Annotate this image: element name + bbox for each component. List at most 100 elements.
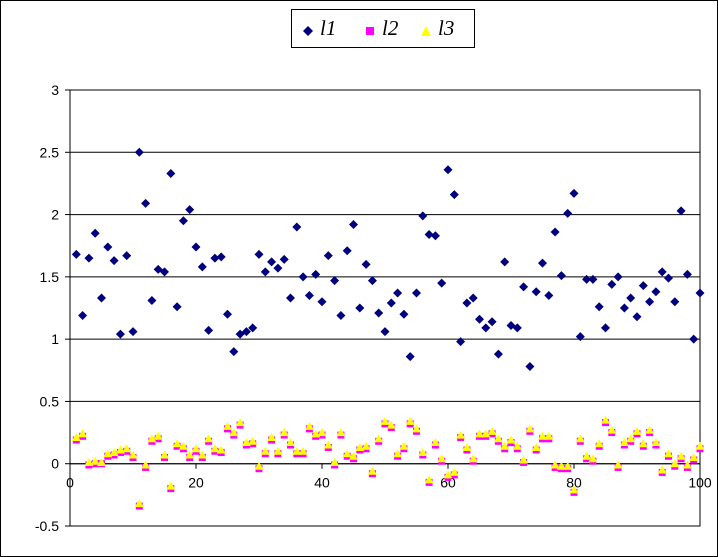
point-l1-17 <box>178 216 188 226</box>
point-l1-30 <box>260 267 270 277</box>
point-l1-93 <box>657 267 667 277</box>
point-l3-54 <box>412 424 421 433</box>
point-l1-39 <box>317 297 327 307</box>
point-l1-60 <box>449 190 459 200</box>
y-tick-label-5: 0.5 <box>40 393 60 409</box>
point-l3-87 <box>619 438 629 447</box>
point-l3-71 <box>519 455 529 464</box>
point-l1-63 <box>468 293 478 303</box>
point-l3-42 <box>336 428 346 437</box>
legend-label-l2: l2 <box>382 16 399 40</box>
point-l3-4 <box>97 457 106 466</box>
point-l1-88 <box>626 293 636 303</box>
point-l3-18 <box>185 450 195 459</box>
point-l1-20 <box>197 262 207 272</box>
point-l3-0 <box>71 433 81 442</box>
point-l1-91 <box>645 297 655 307</box>
point-l1-9 <box>128 327 138 337</box>
point-l3-33 <box>279 428 289 437</box>
point-l3-37 <box>304 421 314 430</box>
point-l1-73 <box>531 287 541 297</box>
point-l3-44 <box>349 451 358 460</box>
y-tick-label-2: 2 <box>51 207 59 223</box>
point-l3-97 <box>682 460 692 469</box>
point-l3-68 <box>500 441 510 450</box>
point-l3-35 <box>292 446 302 455</box>
point-l1-29 <box>254 249 264 259</box>
point-l3-90 <box>638 439 648 448</box>
point-l3-23 <box>216 445 226 454</box>
point-l1-97 <box>682 269 692 279</box>
point-l3-50 <box>386 420 396 429</box>
point-l1-15 <box>166 168 176 178</box>
point-l3-94 <box>664 449 673 458</box>
y-tick-label-0: 3 <box>51 82 59 98</box>
point-l1-70 <box>512 323 522 333</box>
point-l1-45 <box>355 303 365 313</box>
point-l3-8 <box>122 444 132 453</box>
point-l1-47 <box>367 276 377 286</box>
point-l1-18 <box>185 205 195 215</box>
point-l1-98 <box>689 334 699 344</box>
point-l3-62 <box>462 443 472 452</box>
point-l3-96 <box>676 451 686 460</box>
point-l3-83 <box>594 439 604 448</box>
point-l3-80 <box>575 434 585 443</box>
point-l1-11 <box>141 198 151 208</box>
point-l3-84 <box>601 415 610 424</box>
point-l1-80 <box>575 332 585 342</box>
legend: l1 l2 l3 <box>291 9 475 48</box>
point-l1-24 <box>223 309 232 319</box>
legend-label-l3: l3 <box>438 16 455 40</box>
point-l1-50 <box>386 298 396 308</box>
point-l3-61 <box>456 430 466 439</box>
point-l3-25 <box>229 428 239 437</box>
point-l1-72 <box>525 362 535 372</box>
point-l1-3 <box>90 228 100 238</box>
plot-area <box>69 89 701 527</box>
point-l1-5 <box>103 242 113 252</box>
x-tick-label-4: 80 <box>566 475 582 491</box>
point-l3-88 <box>626 434 636 443</box>
point-l1-2 <box>84 253 94 263</box>
point-l3-77 <box>556 461 566 470</box>
point-l3-70 <box>512 441 522 450</box>
point-l3-93 <box>657 465 667 474</box>
point-l1-68 <box>500 257 510 267</box>
x-tick-label-0: 0 <box>66 475 74 491</box>
point-l1-33 <box>279 254 289 264</box>
point-l1-65 <box>481 323 491 333</box>
point-l1-52 <box>399 309 409 319</box>
point-l1-61 <box>456 337 466 347</box>
point-l1-78 <box>563 208 573 218</box>
point-l3-31 <box>267 433 277 442</box>
point-l1-84 <box>601 323 610 333</box>
point-l3-56 <box>424 475 434 484</box>
point-l1-57 <box>430 231 440 241</box>
point-l1-62 <box>462 298 472 308</box>
point-l3-73 <box>531 443 541 452</box>
point-l1-40 <box>323 251 333 261</box>
point-l3-9 <box>128 450 138 459</box>
x-tick-label-2: 40 <box>314 475 330 491</box>
point-l1-27 <box>241 327 251 337</box>
point-l3-52 <box>399 441 409 450</box>
y-tick-label-3: 1.5 <box>40 269 60 285</box>
point-l1-75 <box>544 291 554 301</box>
point-l3-63 <box>468 454 478 463</box>
point-l1-8 <box>122 251 132 261</box>
point-l1-19 <box>191 242 201 252</box>
y-tick-label-4: 1 <box>51 331 59 347</box>
point-l1-53 <box>405 352 415 362</box>
legend-marker-l1 <box>303 26 313 36</box>
point-l1-4 <box>97 293 106 303</box>
point-l1-36 <box>298 272 308 282</box>
legend-marker-l2 <box>366 27 374 35</box>
point-l3-86 <box>613 460 623 469</box>
point-l3-14 <box>160 450 169 459</box>
point-l1-1 <box>78 310 88 320</box>
point-l3-13 <box>153 431 163 440</box>
point-l3-21 <box>204 434 214 443</box>
point-l3-3 <box>90 456 100 465</box>
point-l1-82 <box>588 274 598 284</box>
